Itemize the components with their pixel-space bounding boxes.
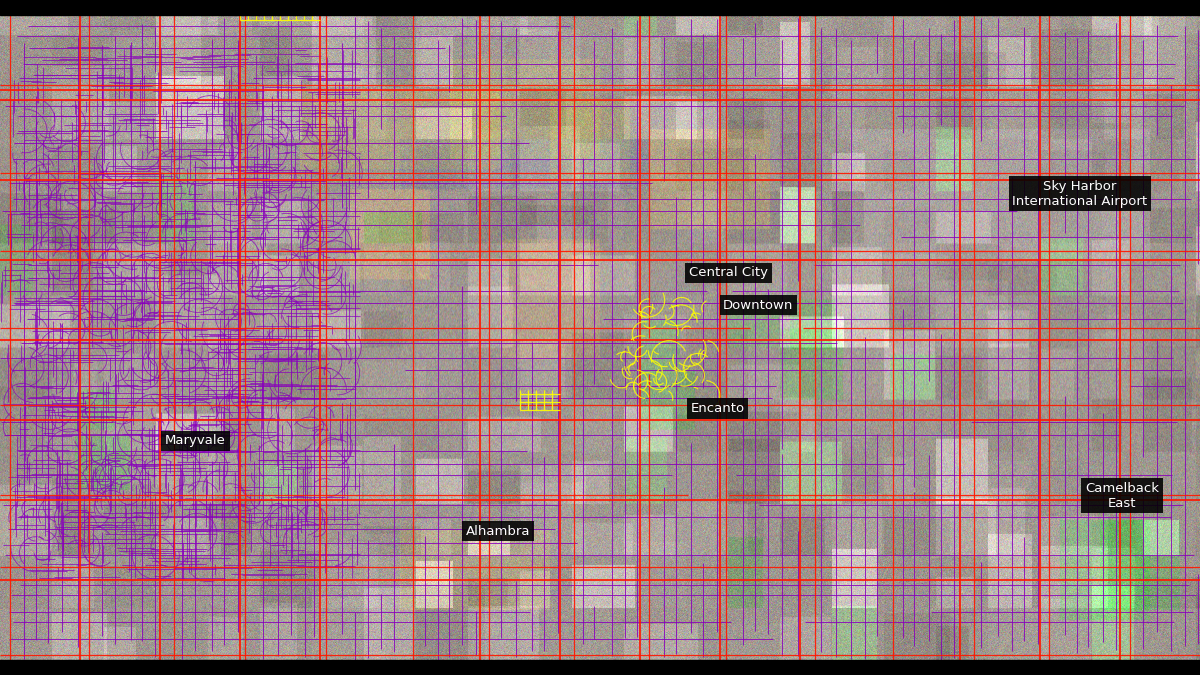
Text: Sky Harbor
International Airport: Sky Harbor International Airport [1013, 180, 1147, 208]
Text: Alhambra: Alhambra [466, 524, 530, 537]
Text: Maryvale: Maryvale [166, 434, 226, 448]
Text: Central City: Central City [689, 267, 768, 279]
Text: Encanto: Encanto [690, 402, 745, 415]
Text: Downtown: Downtown [724, 299, 793, 312]
Text: Camelback
East: Camelback East [1085, 481, 1159, 510]
